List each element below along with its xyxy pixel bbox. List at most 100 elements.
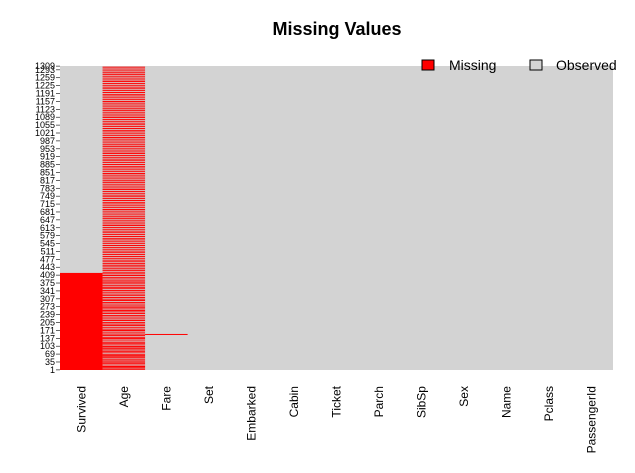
- missing-cell-age: [102, 248, 146, 250]
- ytick-label: 817: [40, 175, 55, 185]
- missing-cell-age: [102, 305, 146, 307]
- missing-cell-age: [102, 144, 146, 146]
- ytick-label: 409: [40, 270, 55, 280]
- missing-cell-age: [102, 303, 146, 305]
- missing-cell-age: [102, 290, 146, 292]
- missing-cell-age: [102, 158, 146, 160]
- xtick-label-sex: Sex: [457, 386, 471, 407]
- missing-cell-age: [102, 126, 146, 128]
- missing-cell-age: [102, 162, 146, 164]
- xtick-label-sibsp: SibSp: [415, 386, 429, 418]
- missing-cell-age: [102, 308, 146, 310]
- ytick-label: 69: [45, 349, 55, 359]
- xtick-label-embarked: Embarked: [244, 386, 258, 441]
- missing-cell-age: [102, 360, 146, 362]
- legend: Missing Observed: [421, 57, 617, 73]
- missing-cell-age: [102, 281, 146, 283]
- missing-cell-age: [102, 257, 146, 259]
- ytick-label: 137: [40, 333, 55, 343]
- missing-cell-age: [102, 228, 146, 230]
- ytick-label: 919: [40, 152, 55, 162]
- missing-cell-age: [102, 189, 146, 191]
- ytick-label: 273: [40, 302, 55, 312]
- missing-cell-age: [102, 217, 146, 219]
- xtick-label-set: Set: [202, 385, 216, 404]
- plot-background-layer: [60, 66, 613, 370]
- missing-cell-age: [102, 109, 146, 111]
- missing-cell-age: [102, 199, 146, 201]
- missing-cell-age: [102, 250, 146, 252]
- legend-swatch-observed: [529, 59, 543, 71]
- missing-cell-age: [102, 266, 146, 268]
- missing-cell-age: [102, 209, 146, 211]
- missing-cell-age: [102, 194, 146, 196]
- missing-cell-age: [102, 245, 146, 247]
- ytick-label: 783: [40, 183, 55, 193]
- chart-title: Missing Values: [272, 19, 401, 39]
- missing-cell-age: [102, 180, 146, 182]
- missing-cell-age: [102, 316, 146, 318]
- missing-cell-age: [102, 333, 146, 335]
- missing-cell-age: [102, 88, 146, 90]
- missing-cell-age: [102, 190, 146, 192]
- missing-cell-age: [102, 207, 146, 209]
- missing-cells-layer: [60, 66, 188, 370]
- legend-swatch-missing: [421, 59, 435, 71]
- missing-cell-age: [102, 212, 146, 214]
- missing-cell-age: [102, 198, 146, 200]
- missing-cell-age: [102, 259, 146, 261]
- xtick-label-name: Name: [500, 386, 514, 418]
- missing-cell-age: [102, 93, 146, 95]
- legend-label-observed: Observed: [556, 57, 617, 73]
- missing-cell-age: [102, 367, 146, 369]
- missing-cell-age: [102, 280, 146, 282]
- missing-cell-age: [102, 252, 146, 254]
- ytick-label: 681: [40, 207, 55, 217]
- missing-cell-age: [102, 205, 146, 207]
- missing-cell-age: [102, 310, 146, 312]
- missing-cell-age: [102, 81, 146, 83]
- xtick-label-age: Age: [117, 386, 131, 408]
- missing-cell-age: [102, 306, 146, 308]
- missing-cell-age: [102, 113, 146, 115]
- missing-cell-age: [102, 79, 146, 81]
- missing-cell-age: [102, 311, 146, 313]
- missing-cell-age: [102, 291, 146, 293]
- missing-cell-age: [102, 117, 146, 119]
- missing-cell-age: [102, 341, 146, 343]
- ytick-label: 1: [50, 365, 55, 375]
- missing-cell-age: [102, 318, 146, 320]
- missing-cell-age: [102, 156, 146, 158]
- missing-cell-age: [102, 293, 146, 295]
- ytick-label: 443: [40, 262, 55, 272]
- missing-cell-age: [102, 133, 146, 135]
- missing-cell-age: [102, 149, 146, 151]
- missing-cell-age: [102, 106, 146, 108]
- missing-cell-age: [102, 137, 146, 139]
- missing-cell-age: [102, 301, 146, 303]
- missing-cell-age: [102, 151, 146, 153]
- missing-cell-age: [102, 269, 146, 271]
- ytick-label: 341: [40, 286, 55, 296]
- missing-cell-age: [102, 82, 146, 84]
- missing-cell-age: [102, 286, 146, 288]
- missing-cell-age: [102, 313, 146, 315]
- missing-cell-age: [102, 192, 146, 194]
- missing-cell-age: [102, 363, 146, 365]
- ytick-label: 987: [40, 136, 55, 146]
- missing-cell-age: [102, 320, 146, 322]
- missing-cell-age: [102, 90, 146, 92]
- ytick-label: 375: [40, 278, 55, 288]
- ytick-label: 545: [40, 239, 55, 249]
- missing-cell-age: [102, 230, 146, 232]
- missing-cell-age: [102, 347, 146, 349]
- missing-cell-age: [102, 77, 146, 79]
- missing-cell-age: [102, 274, 146, 276]
- missing-cell-age: [102, 142, 146, 144]
- missing-cell-age: [102, 321, 146, 323]
- missing-cell-age: [102, 283, 146, 285]
- missing-cell-age: [102, 328, 146, 330]
- ytick-label: 1191: [36, 89, 55, 99]
- ytick-label: 239: [40, 310, 55, 320]
